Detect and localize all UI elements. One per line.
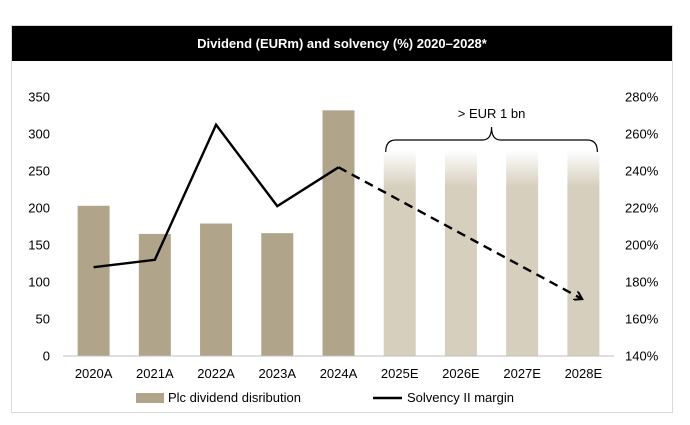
y-right-tick-160%: 160% <box>625 312 659 327</box>
y-right-tick-280%: 280% <box>625 90 659 105</box>
legend-label-solvency: Solvency II margin <box>407 390 514 405</box>
x-tick-2027E: 2027E <box>503 366 541 381</box>
bar-2024A <box>322 110 355 356</box>
bar-2020A <box>77 205 110 356</box>
y-left-tick-200: 200 <box>28 201 50 216</box>
estimate-bar-2027E <box>506 150 539 356</box>
estimate-bar-2026E <box>444 150 477 356</box>
solvency-projection-arrow <box>337 166 582 298</box>
bar-2021A <box>138 233 171 356</box>
x-tick-2022A: 2022A <box>197 366 235 381</box>
x-tick-2028E: 2028E <box>565 366 603 381</box>
y-right-tick-260%: 260% <box>625 127 659 142</box>
y-right-tick-140%: 140% <box>625 349 659 364</box>
x-tick-2021A: 2021A <box>136 366 174 381</box>
bar-2023A <box>261 233 294 356</box>
x-tick-2020A: 2020A <box>75 366 113 381</box>
y-left-tick-250: 250 <box>28 164 50 179</box>
y-right-tick-240%: 240% <box>625 164 659 179</box>
y-right-tick-220%: 220% <box>625 201 659 216</box>
y-left-tick-0: 0 <box>43 349 50 364</box>
y-right-tick-180%: 180% <box>625 275 659 290</box>
legend-label-dividend: Plc dividend disribution <box>168 390 301 405</box>
x-tick-2023A: 2023A <box>258 366 296 381</box>
y-left-tick-100: 100 <box>28 275 50 290</box>
annotation-label: > EUR 1 bn <box>458 106 526 121</box>
bar-2022A <box>200 223 233 356</box>
y-left-tick-150: 150 <box>28 238 50 253</box>
y-left-tick-50: 50 <box>36 312 50 327</box>
x-tick-2026E: 2026E <box>442 366 480 381</box>
chart-title: Dividend (EURm) and solvency (%) 2020–20… <box>12 26 672 61</box>
y-left-tick-350: 350 <box>28 90 50 105</box>
legend-swatch-dividend <box>136 393 164 403</box>
estimate-brace <box>385 126 598 153</box>
x-tick-2025E: 2025E <box>381 366 419 381</box>
y-right-tick-200%: 200% <box>625 238 659 253</box>
estimate-bar-2025E <box>383 150 416 356</box>
y-left-tick-300: 300 <box>28 127 50 142</box>
x-tick-2024A: 2024A <box>320 366 358 381</box>
estimate-bar-2028E <box>567 150 600 356</box>
